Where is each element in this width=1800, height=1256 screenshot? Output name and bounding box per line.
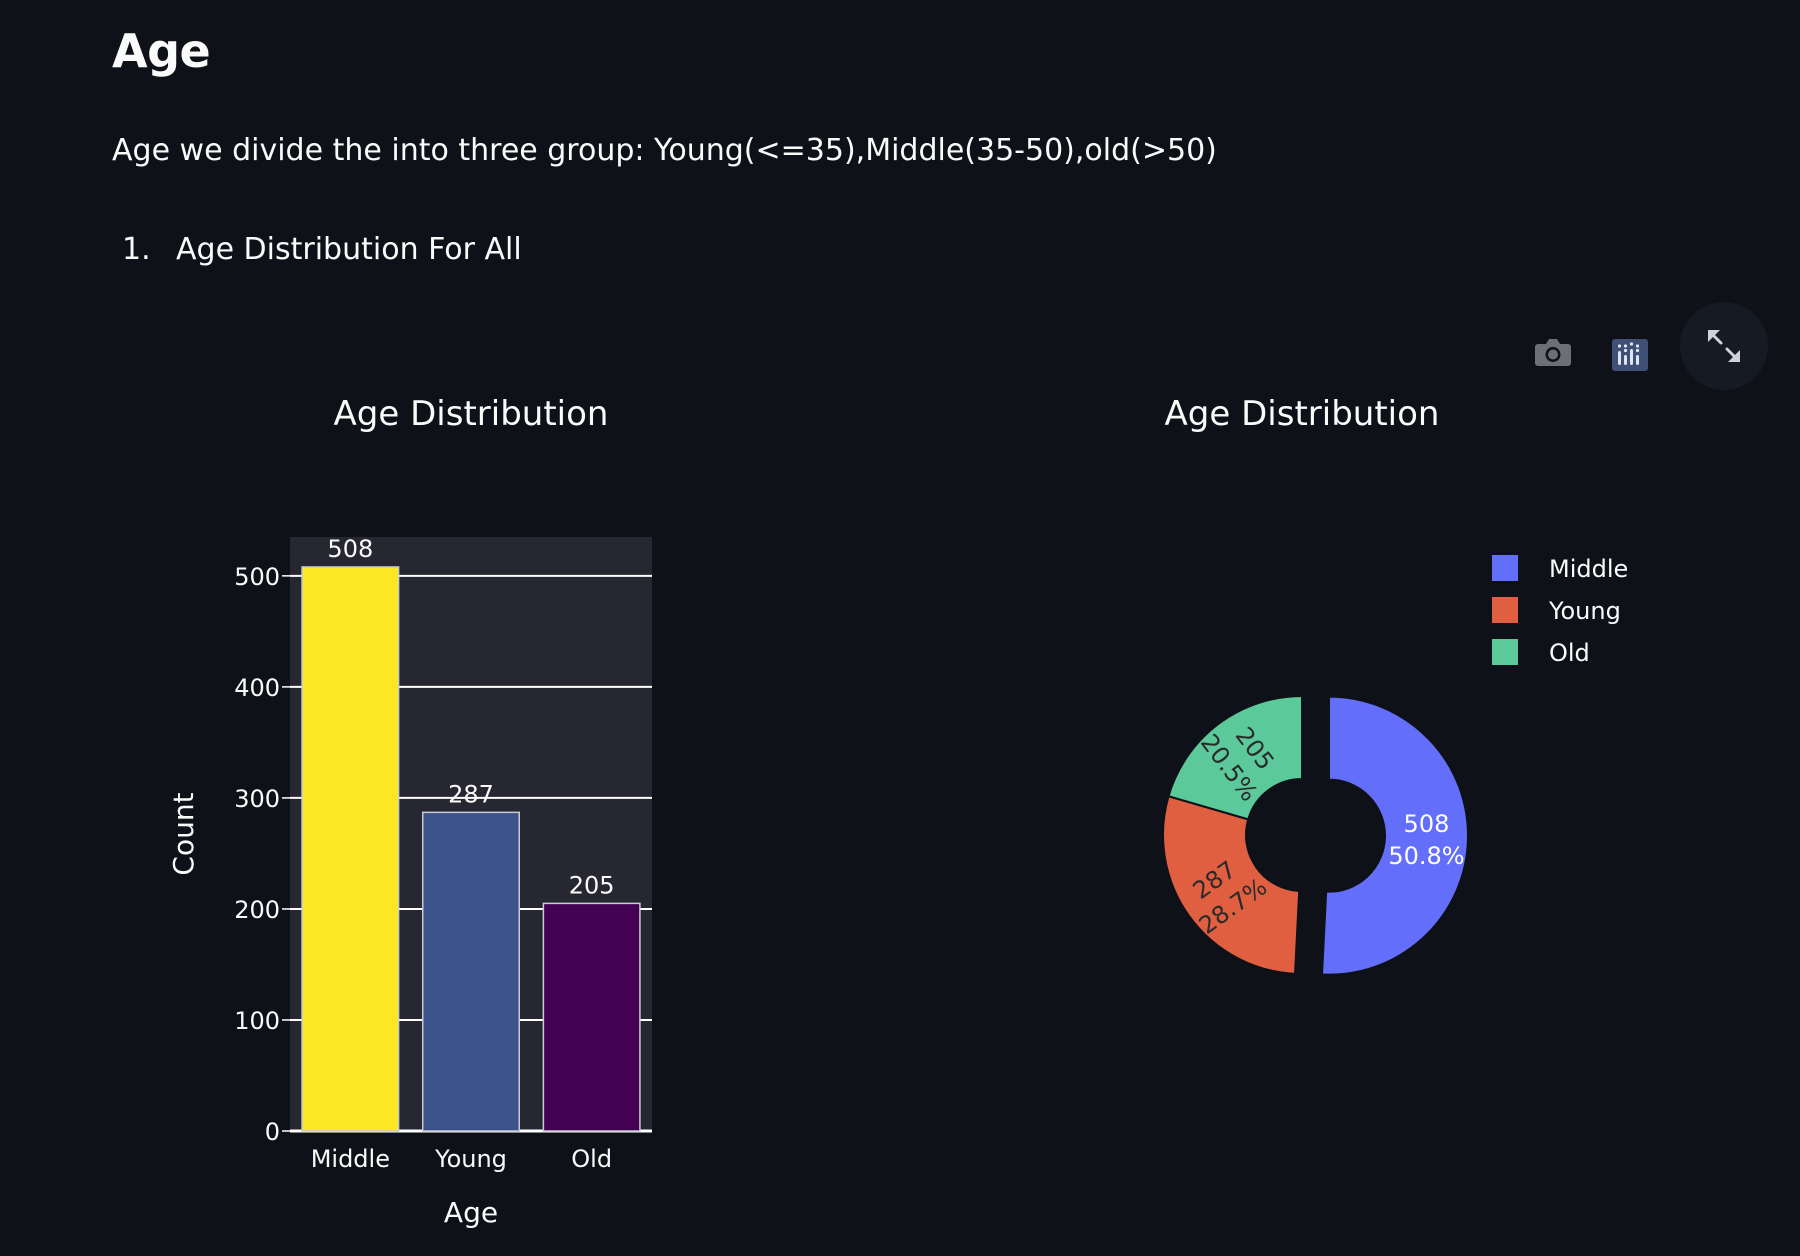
plot-area <box>290 537 652 1131</box>
pie-percent-label: 20.5% <box>1195 729 1263 807</box>
x-tick-label: Young <box>434 1145 507 1173</box>
fullscreen-button[interactable] <box>1680 302 1768 390</box>
pie-slice <box>1162 794 1301 975</box>
y-tick-label: 100 <box>234 1007 280 1035</box>
pie-chart-title: Age Distribution <box>1165 394 1440 434</box>
y-tick-label: 500 <box>234 563 280 591</box>
pie-value-label: 508 <box>1404 810 1450 838</box>
bar-value-label: 508 <box>327 535 373 563</box>
pie-value-label: 287 <box>1188 855 1242 904</box>
legend-swatch <box>1492 555 1518 581</box>
y-tick-label: 400 <box>234 674 280 702</box>
legend-label: Middle <box>1549 555 1628 583</box>
pie-label-group: 508 50.8% <box>1388 810 1464 870</box>
y-axis-title: Count <box>167 792 200 875</box>
y-tick-label: 300 <box>234 785 280 813</box>
legend-swatch <box>1492 597 1518 623</box>
pie-value-label: 205 <box>1230 722 1280 775</box>
x-tick-label: Old <box>571 1145 612 1173</box>
legend-label: Old <box>1549 639 1590 667</box>
plotly-logo-button[interactable] <box>1610 338 1650 372</box>
x-tick-label: Middle <box>311 1145 390 1173</box>
fullscreen-icon <box>1708 330 1740 362</box>
camera-icon <box>1535 339 1571 366</box>
legend-label: Young <box>1548 597 1621 625</box>
bar-chart-title: Age Distribution <box>334 394 609 434</box>
bar-value-label: 205 <box>569 871 615 899</box>
legend-swatch <box>1492 639 1518 665</box>
bar <box>542 902 641 1132</box>
page-title: Age <box>112 24 211 78</box>
bar-chart: 0 100 200 300 400 500 508 Middle 287 Young 205 Old A… <box>167 394 652 1229</box>
pie-percent-label: 50.8% <box>1388 842 1464 870</box>
intro-paragraph: Age we divide the into three group: Youn… <box>112 133 1217 168</box>
list-item-text: Age Distribution For All <box>176 232 522 267</box>
pie-slice <box>1167 694 1303 821</box>
list-item-number: 1. <box>122 232 151 267</box>
plotly-logo-icon <box>1612 339 1648 371</box>
y-tick-label: 0 <box>265 1118 280 1146</box>
bar <box>301 566 400 1132</box>
list-item: 1. Age Distribution For All <box>122 232 522 267</box>
x-axis-title: Age <box>444 1196 498 1229</box>
bar-value-label: 287 <box>448 780 494 808</box>
pie-slice <box>1320 695 1469 976</box>
chart-toolbar <box>1530 302 1770 392</box>
y-tick-label: 200 <box>234 896 280 924</box>
bar <box>421 811 521 1132</box>
download-plot-button[interactable] <box>1530 332 1576 372</box>
pie-percent-label: 28.7% <box>1194 873 1272 940</box>
